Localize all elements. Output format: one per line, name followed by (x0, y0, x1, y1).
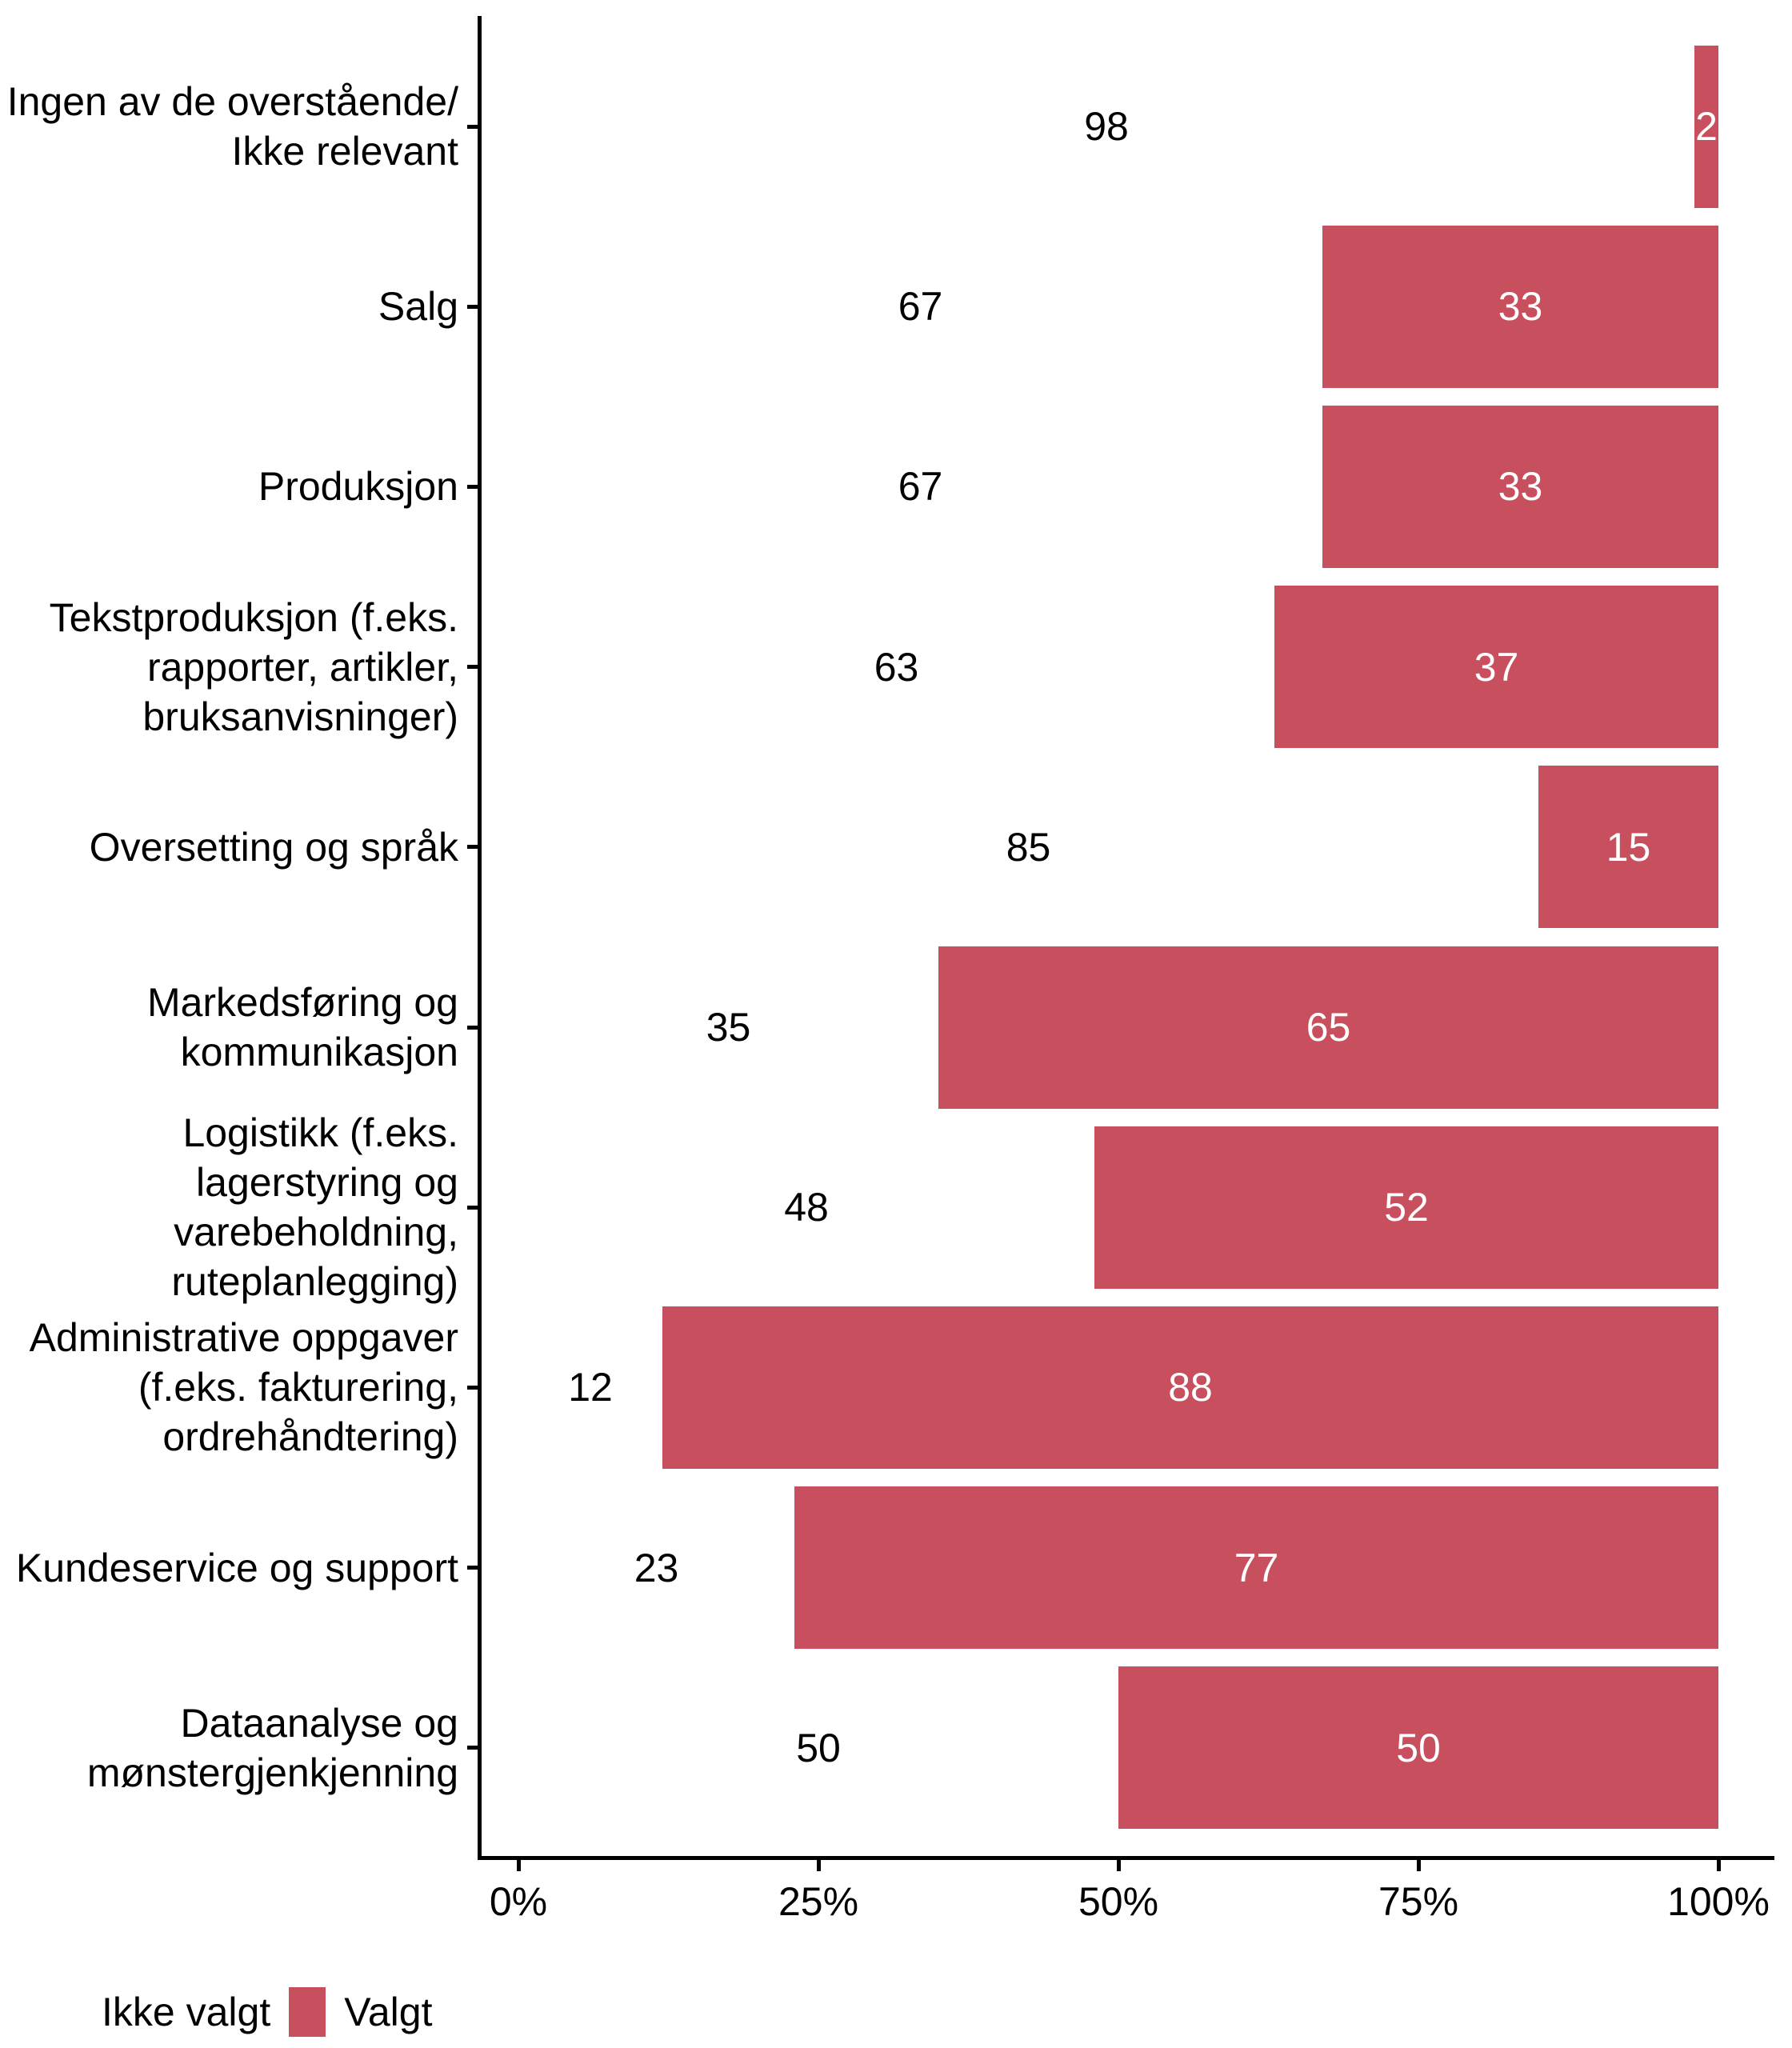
valgt-bar: 50 (1118, 1666, 1718, 1830)
category-label: Ingen av de overstående/ Ikke relevant (6, 79, 458, 174)
y-tick (467, 1205, 478, 1210)
y-tick (467, 484, 478, 489)
valgt-value-label: 37 (1474, 644, 1519, 690)
legend-key-ikke-valgt (46, 1987, 83, 2037)
legend-label-valgt: Valgt (344, 1990, 433, 2034)
category-label: Tekstproduksjon (f.eks. rapporter, artik… (49, 594, 458, 739)
valgt-value-label: 50 (1396, 1725, 1441, 1770)
ikke-valgt-value-label: 48 (784, 1185, 829, 1230)
ikke-valgt-value-label: 50 (796, 1725, 841, 1770)
x-tick (516, 1860, 521, 1871)
valgt-value-label: 77 (1234, 1545, 1279, 1590)
legend-key-valgt (289, 1987, 326, 2037)
valgt-bar: 2 (1694, 45, 1718, 208)
category-label: Produksjon (258, 464, 458, 510)
ikke-valgt-value-label: 98 (1084, 104, 1129, 149)
valgt-value-label: 52 (1384, 1185, 1429, 1230)
valgt-bar: 77 (794, 1486, 1718, 1650)
x-tick-label: 50% (1078, 1879, 1159, 1924)
ikke-valgt-value-label: 35 (706, 1005, 751, 1050)
category-label: Salg (378, 284, 458, 330)
category-label: Oversetting og språk (89, 824, 458, 870)
y-tick (467, 124, 478, 129)
ikke-valgt-value-label: 67 (898, 464, 943, 510)
x-tick-label: 100% (1667, 1879, 1770, 1924)
valgt-value-label: 15 (1606, 824, 1651, 870)
x-tick (1116, 1860, 1121, 1871)
valgt-bar: 33 (1322, 405, 1718, 568)
valgt-bar: 33 (1322, 225, 1718, 388)
ikke-valgt-value-label: 67 (898, 284, 943, 330)
valgt-bar: 52 (1094, 1126, 1718, 1289)
legend: Ikke valgt Valgt (46, 1986, 432, 2038)
y-tick (467, 1025, 478, 1030)
legend-label-ikke-valgt: Ikke valgt (102, 1990, 271, 2034)
category-label: Kundeservice og support (15, 1545, 458, 1590)
ikke-valgt-value-label: 23 (634, 1545, 679, 1590)
x-tick-label: 75% (1378, 1879, 1459, 1924)
ikke-valgt-value-label: 63 (874, 644, 919, 690)
valgt-value-label: 2 (1695, 104, 1718, 149)
y-tick (467, 1566, 478, 1570)
y-tick (467, 304, 478, 309)
y-tick (467, 845, 478, 850)
valgt-bar: 37 (1274, 586, 1718, 749)
valgt-bar: 15 (1538, 766, 1718, 929)
category-label: Markedsføring og kommunikasjon (146, 980, 458, 1074)
y-axis-line (478, 16, 482, 1860)
category-label: Administrative oppgaver (f.eks. fakturer… (29, 1315, 458, 1460)
x-tick-label: 0% (489, 1879, 548, 1924)
category-label: Dataanalyse og mønstergjenkjenning (86, 1700, 458, 1795)
valgt-value-label: 33 (1498, 284, 1543, 330)
x-tick (1716, 1860, 1721, 1871)
valgt-value-label: 65 (1306, 1005, 1351, 1050)
ikke-valgt-value-label: 85 (1006, 824, 1051, 870)
x-tick (816, 1860, 821, 1871)
x-tick (1416, 1860, 1421, 1871)
valgt-bar: 65 (938, 946, 1718, 1109)
y-tick (467, 1385, 478, 1390)
x-axis-line (478, 1856, 1774, 1860)
valgt-bar: 88 (662, 1306, 1718, 1469)
y-tick (467, 665, 478, 670)
category-label: Logistikk (f.eks. lagerstyring og varebe… (171, 1110, 458, 1305)
valgt-value-label: 88 (1168, 1365, 1213, 1410)
y-tick (467, 1746, 478, 1750)
ikke-valgt-value-label: 12 (568, 1365, 613, 1410)
valgt-value-label: 33 (1498, 464, 1543, 510)
x-tick-label: 25% (778, 1879, 859, 1924)
